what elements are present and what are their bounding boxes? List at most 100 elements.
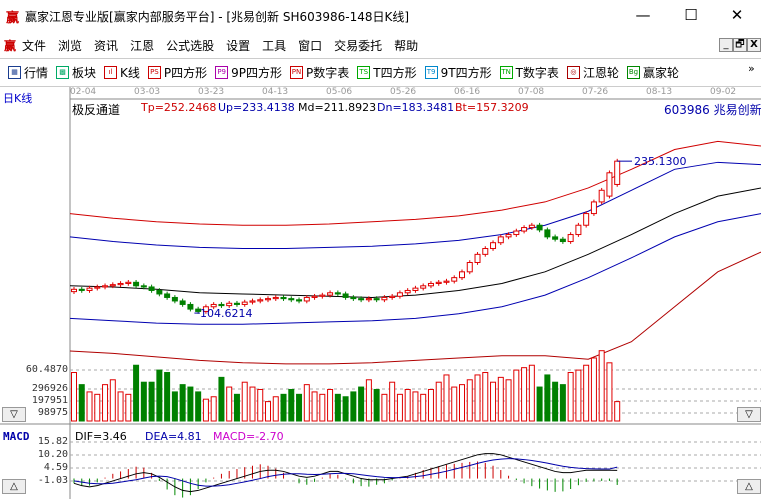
volume-bar bbox=[272, 396, 279, 422]
date-tick: 05-06 bbox=[326, 87, 353, 97]
candle bbox=[528, 224, 535, 229]
low-annotation: 104.6214 bbox=[200, 307, 253, 320]
toolbar-button[interactable]: PN P数字表 bbox=[290, 64, 349, 81]
toolbar-button[interactable]: TN T数字表 bbox=[499, 64, 559, 81]
candle bbox=[412, 287, 419, 291]
mdi-restore-button[interactable]: 🗗 bbox=[733, 38, 747, 52]
indicator-bt: Bt=157.3209 bbox=[455, 101, 529, 114]
menu-item[interactable]: 江恩 bbox=[130, 38, 155, 53]
menu-item[interactable]: 帮助 bbox=[394, 38, 419, 53]
kline-chart[interactable]: 日K线 极反通道 Tp=252.2468 Up=233.4138 Md=211.… bbox=[0, 87, 761, 499]
macd-tick: 10.20 bbox=[37, 449, 68, 460]
volume-tick: 98975 bbox=[37, 407, 68, 418]
volume-bar bbox=[459, 384, 465, 422]
date-tick: 06-16 bbox=[454, 87, 481, 97]
toolbar-button[interactable]: PS P四方形 bbox=[147, 64, 207, 81]
candle bbox=[466, 262, 473, 273]
toolbar-button[interactable]: ◎ 江恩轮 bbox=[566, 64, 619, 81]
high-annotation: 235.1300 bbox=[634, 155, 687, 168]
toolbar-icon: ▦ bbox=[8, 66, 21, 79]
toolbar-button[interactable]: ▦ 行情 bbox=[8, 64, 48, 81]
candle bbox=[102, 285, 109, 288]
candle bbox=[257, 299, 264, 302]
candle bbox=[559, 238, 566, 243]
scroll-right-down-button[interactable]: ▽ bbox=[737, 407, 761, 422]
candle bbox=[265, 298, 271, 301]
volume-bar bbox=[233, 393, 240, 422]
mdi-minimize-button[interactable]: _ bbox=[719, 38, 733, 52]
candle bbox=[133, 281, 140, 287]
volume-bar bbox=[614, 401, 621, 422]
menu-item[interactable]: 设置 bbox=[226, 38, 251, 53]
candle bbox=[187, 303, 194, 310]
stock-label: 603986 兆易创新 bbox=[664, 103, 761, 117]
volume-bar bbox=[311, 391, 318, 422]
candle bbox=[342, 293, 349, 298]
volume-bar bbox=[598, 350, 605, 422]
candle bbox=[233, 302, 240, 305]
toolbar-button[interactable]: Bg 赢家轮 bbox=[626, 64, 679, 81]
toolbar-button[interactable]: T9 9T四方形 bbox=[424, 64, 492, 81]
date-tick: 04-13 bbox=[262, 87, 289, 97]
volume-bar bbox=[303, 384, 310, 422]
volume-bar bbox=[521, 367, 528, 422]
menu-item[interactable]: 交易委托 bbox=[334, 38, 383, 53]
close-button[interactable]: ✕ bbox=[730, 6, 744, 24]
candle bbox=[365, 298, 372, 301]
volume-bar bbox=[226, 386, 233, 422]
indicator-tp: Tp=252.2468 bbox=[141, 101, 217, 114]
toolbar-label: 行情 bbox=[24, 66, 49, 80]
maximize-button[interactable]: ☐ bbox=[684, 6, 698, 24]
band-center bbox=[69, 187, 761, 298]
toolbar-button[interactable]: TS T四方形 bbox=[357, 64, 417, 81]
candle bbox=[164, 293, 171, 298]
chart-canvas[interactable] bbox=[0, 87, 761, 499]
scroll-down-button[interactable]: ▽ bbox=[2, 407, 26, 422]
period-label: 日K线 bbox=[3, 92, 33, 105]
volume-bar bbox=[435, 381, 442, 422]
toolbar-button[interactable]: P9 9P四方形 bbox=[215, 64, 282, 81]
volume-bar bbox=[187, 386, 194, 422]
volume-bar bbox=[528, 364, 535, 422]
toolbar-button[interactable]: ▩ 板块 bbox=[56, 64, 96, 81]
mdi-close-button[interactable]: X bbox=[747, 38, 761, 52]
candle bbox=[513, 230, 520, 236]
volume-bar bbox=[133, 364, 140, 422]
menu-item[interactable]: 浏览 bbox=[58, 38, 83, 53]
minimize-button[interactable]: — bbox=[635, 6, 651, 24]
date-tick: 03-03 bbox=[134, 87, 161, 97]
candle bbox=[404, 289, 411, 294]
candle bbox=[171, 296, 178, 302]
candle bbox=[482, 248, 489, 255]
menu-item[interactable]: 文件 bbox=[22, 38, 47, 53]
scroll-right-up-button[interactable]: △ bbox=[737, 479, 761, 494]
toolbar-label: 板块 bbox=[72, 66, 97, 80]
volume-bar bbox=[86, 391, 93, 422]
band-top bbox=[69, 140, 761, 226]
toolbar-button[interactable]: ıl K线 bbox=[104, 64, 140, 81]
candle bbox=[311, 295, 318, 298]
volume-bar bbox=[94, 393, 101, 422]
candle bbox=[427, 282, 434, 287]
volume-bar bbox=[102, 384, 109, 422]
volume-bar bbox=[334, 393, 341, 422]
candle bbox=[179, 300, 186, 305]
toolbar-icon: TS bbox=[357, 66, 371, 79]
toolbar-label: T数字表 bbox=[515, 66, 559, 80]
volume-bar bbox=[195, 391, 202, 422]
volume-bar bbox=[78, 384, 85, 422]
menu-item[interactable]: 公式选股 bbox=[166, 38, 215, 53]
menu-item[interactable]: 工具 bbox=[262, 38, 287, 53]
date-tick: 05-26 bbox=[390, 87, 417, 97]
date-tick: 02-04 bbox=[70, 87, 97, 97]
toolbar-more-button[interactable]: » bbox=[748, 62, 755, 75]
candle bbox=[319, 294, 326, 297]
candle bbox=[381, 296, 388, 301]
menu-item[interactable]: 窗口 bbox=[298, 38, 323, 53]
scroll-up-button[interactable]: △ bbox=[2, 479, 26, 494]
toolbar-label: P数字表 bbox=[306, 66, 350, 80]
menu-item[interactable]: 资讯 bbox=[94, 38, 119, 53]
candle bbox=[451, 277, 458, 282]
volume-bar bbox=[257, 388, 264, 422]
candle bbox=[598, 189, 605, 203]
